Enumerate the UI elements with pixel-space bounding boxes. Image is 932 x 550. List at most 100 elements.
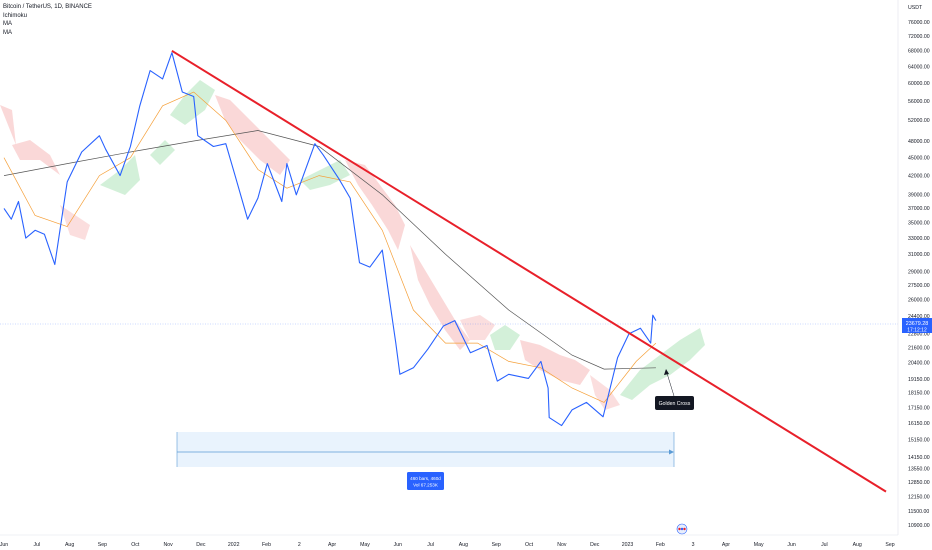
time-tick-label: Feb: [262, 542, 271, 548]
time-tick-label: Apr: [722, 542, 730, 548]
price-tick-label: 19150.00: [908, 377, 930, 383]
chart-legend: Bitcoin / TetherUS, 1D, BINANCE Ichimoku…: [3, 3, 92, 37]
price-tick-label: 31000.00: [908, 252, 930, 258]
cloud-bull: [490, 325, 520, 350]
price-tick-label: 72000.00: [908, 34, 930, 40]
time-tick-label: Jun: [0, 542, 8, 548]
callout-box: [655, 396, 694, 410]
price-tick-label: 64000.00: [908, 64, 930, 70]
price-tick-label: 35000.00: [908, 221, 930, 227]
time-tick-label: Jun: [394, 542, 402, 548]
cloud-bull: [300, 160, 350, 190]
time-tick-label: Oct: [525, 542, 534, 548]
price-tick-label: 37000.00: [908, 206, 930, 212]
price-tick-label: 17150.00: [908, 405, 930, 411]
price-tick-label: 29000.00: [908, 269, 930, 275]
time-tick-label: Feb: [656, 542, 665, 548]
price-tick-label: 56000.00: [908, 99, 930, 105]
time-tick-label: Jul: [821, 542, 828, 548]
time-tick-label: May: [360, 542, 370, 548]
cloud-bear: [12, 140, 60, 175]
price-tick-label: 76000.00: [908, 20, 930, 26]
time-tick-label: Aug: [65, 542, 74, 548]
time-tick-label: 2022: [228, 542, 240, 548]
price-axis[interactable]: 76000.00 72000.00 68000.00 64000.00 60000.00…: [908, 20, 930, 529]
price-tick-label: 39000.00: [908, 193, 930, 199]
legend-symbol[interactable]: Bitcoin / TetherUS, 1D, BINANCE: [3, 4, 92, 10]
time-tick-label: Jun: [787, 542, 795, 548]
price-tick-label: 20400.00: [908, 361, 930, 367]
current-price-value: 23679.28: [906, 321, 928, 327]
price-tick-label: 22800.00: [908, 332, 930, 338]
cloud-bull: [620, 328, 705, 400]
price-tick-label: 42000.00: [908, 173, 930, 179]
time-tick-label: 2023: [622, 542, 634, 548]
range-arrow-head: [669, 449, 674, 455]
bar-countdown: 17:12:12: [907, 328, 927, 334]
price-tick-label: 21600.00: [908, 346, 930, 352]
price-tick-label: 12150.00: [908, 495, 930, 501]
time-tick-label: Sep: [492, 542, 501, 548]
price-tick-label: 18150.00: [908, 391, 930, 397]
price-tick-label: 45000.00: [908, 156, 930, 162]
range-box: [177, 432, 674, 467]
current-price-tag: 23679.28 17:12:12: [902, 318, 932, 334]
cloud-bull: [170, 80, 215, 125]
legend-ma-2[interactable]: MA: [3, 29, 12, 36]
time-tick-label: Nov: [163, 542, 173, 548]
price-tick-label: 12850.00: [908, 480, 930, 486]
price-line: [3, 52, 657, 427]
price-tick-label: 13550.00: [908, 466, 930, 472]
time-axis[interactable]: Jun Jul Aug Sep Oct Nov Dec 2022 Feb 2 Apr May Jun Ju…: [0, 542, 895, 548]
price-tick-label: 68000.00: [908, 49, 930, 55]
price-tick-label: 14150.00: [908, 455, 930, 461]
price-unit: USDT: [908, 5, 923, 11]
callout-arrow: [664, 369, 669, 375]
price-tick-label: 24400.00: [908, 314, 930, 320]
range-label-box: [407, 472, 444, 490]
time-tick-label: Apr: [328, 542, 336, 548]
cloud-bear: [590, 375, 620, 410]
range-bars-label: 460 bars, 460d: [410, 476, 441, 481]
price-tick-label: 33000.00: [908, 236, 930, 242]
golden-cross-callout[interactable]: Golden Cross: [655, 369, 694, 410]
cloud-bear: [215, 95, 290, 175]
price-tick-label: 11500.00: [908, 509, 929, 515]
time-tick-label: Sep: [885, 542, 894, 548]
range-volume-label: Vol 67.253K: [413, 483, 439, 488]
downtrend-line[interactable]: [171, 49, 887, 493]
time-tick-label: Dec: [196, 542, 206, 548]
price-tick-label: 27500.00: [908, 283, 930, 289]
time-tick-label: Nov: [557, 542, 567, 548]
cloud-bear: [345, 160, 405, 250]
time-tick-label: May: [754, 542, 764, 548]
time-tick-label: 2: [298, 542, 301, 548]
time-tick-label: Jul: [33, 542, 40, 548]
price-tick-label: 52000.00: [908, 118, 930, 124]
legend-ichimoku[interactable]: Ichimoku: [3, 12, 28, 19]
cloud-bear: [60, 205, 90, 240]
cloud-bear: [410, 245, 470, 350]
ichimoku-cloud: [0, 80, 705, 410]
price-tick-label: 16150.00: [908, 421, 930, 427]
time-tick-label: 3: [692, 542, 695, 548]
ma-slow-line: [3, 130, 656, 370]
time-tick-label: Oct: [131, 542, 140, 548]
callout-pointer: [665, 369, 675, 397]
cloud-bear: [520, 340, 590, 385]
price-tick-label: 48000.00: [908, 139, 930, 145]
price-tick-label: 10900.00: [908, 523, 930, 529]
time-tick-label: Dec: [590, 542, 600, 548]
cloud-bear: [0, 105, 16, 145]
time-tick-label: Aug: [853, 542, 862, 548]
price-tick-label: 26000.00: [908, 298, 930, 304]
time-tick-label: Jul: [427, 542, 434, 548]
time-tick-label: Aug: [459, 542, 468, 548]
cloud-bear: [460, 315, 495, 340]
legend-ma-1[interactable]: MA: [3, 21, 12, 27]
tradingview-logo-icon: [676, 523, 688, 535]
cloud-bull: [150, 140, 175, 165]
golden-cross-label: Golden Cross: [659, 401, 691, 407]
date-range-measure[interactable]: 460 bars, 460d Vol 67.253K: [176, 432, 675, 490]
